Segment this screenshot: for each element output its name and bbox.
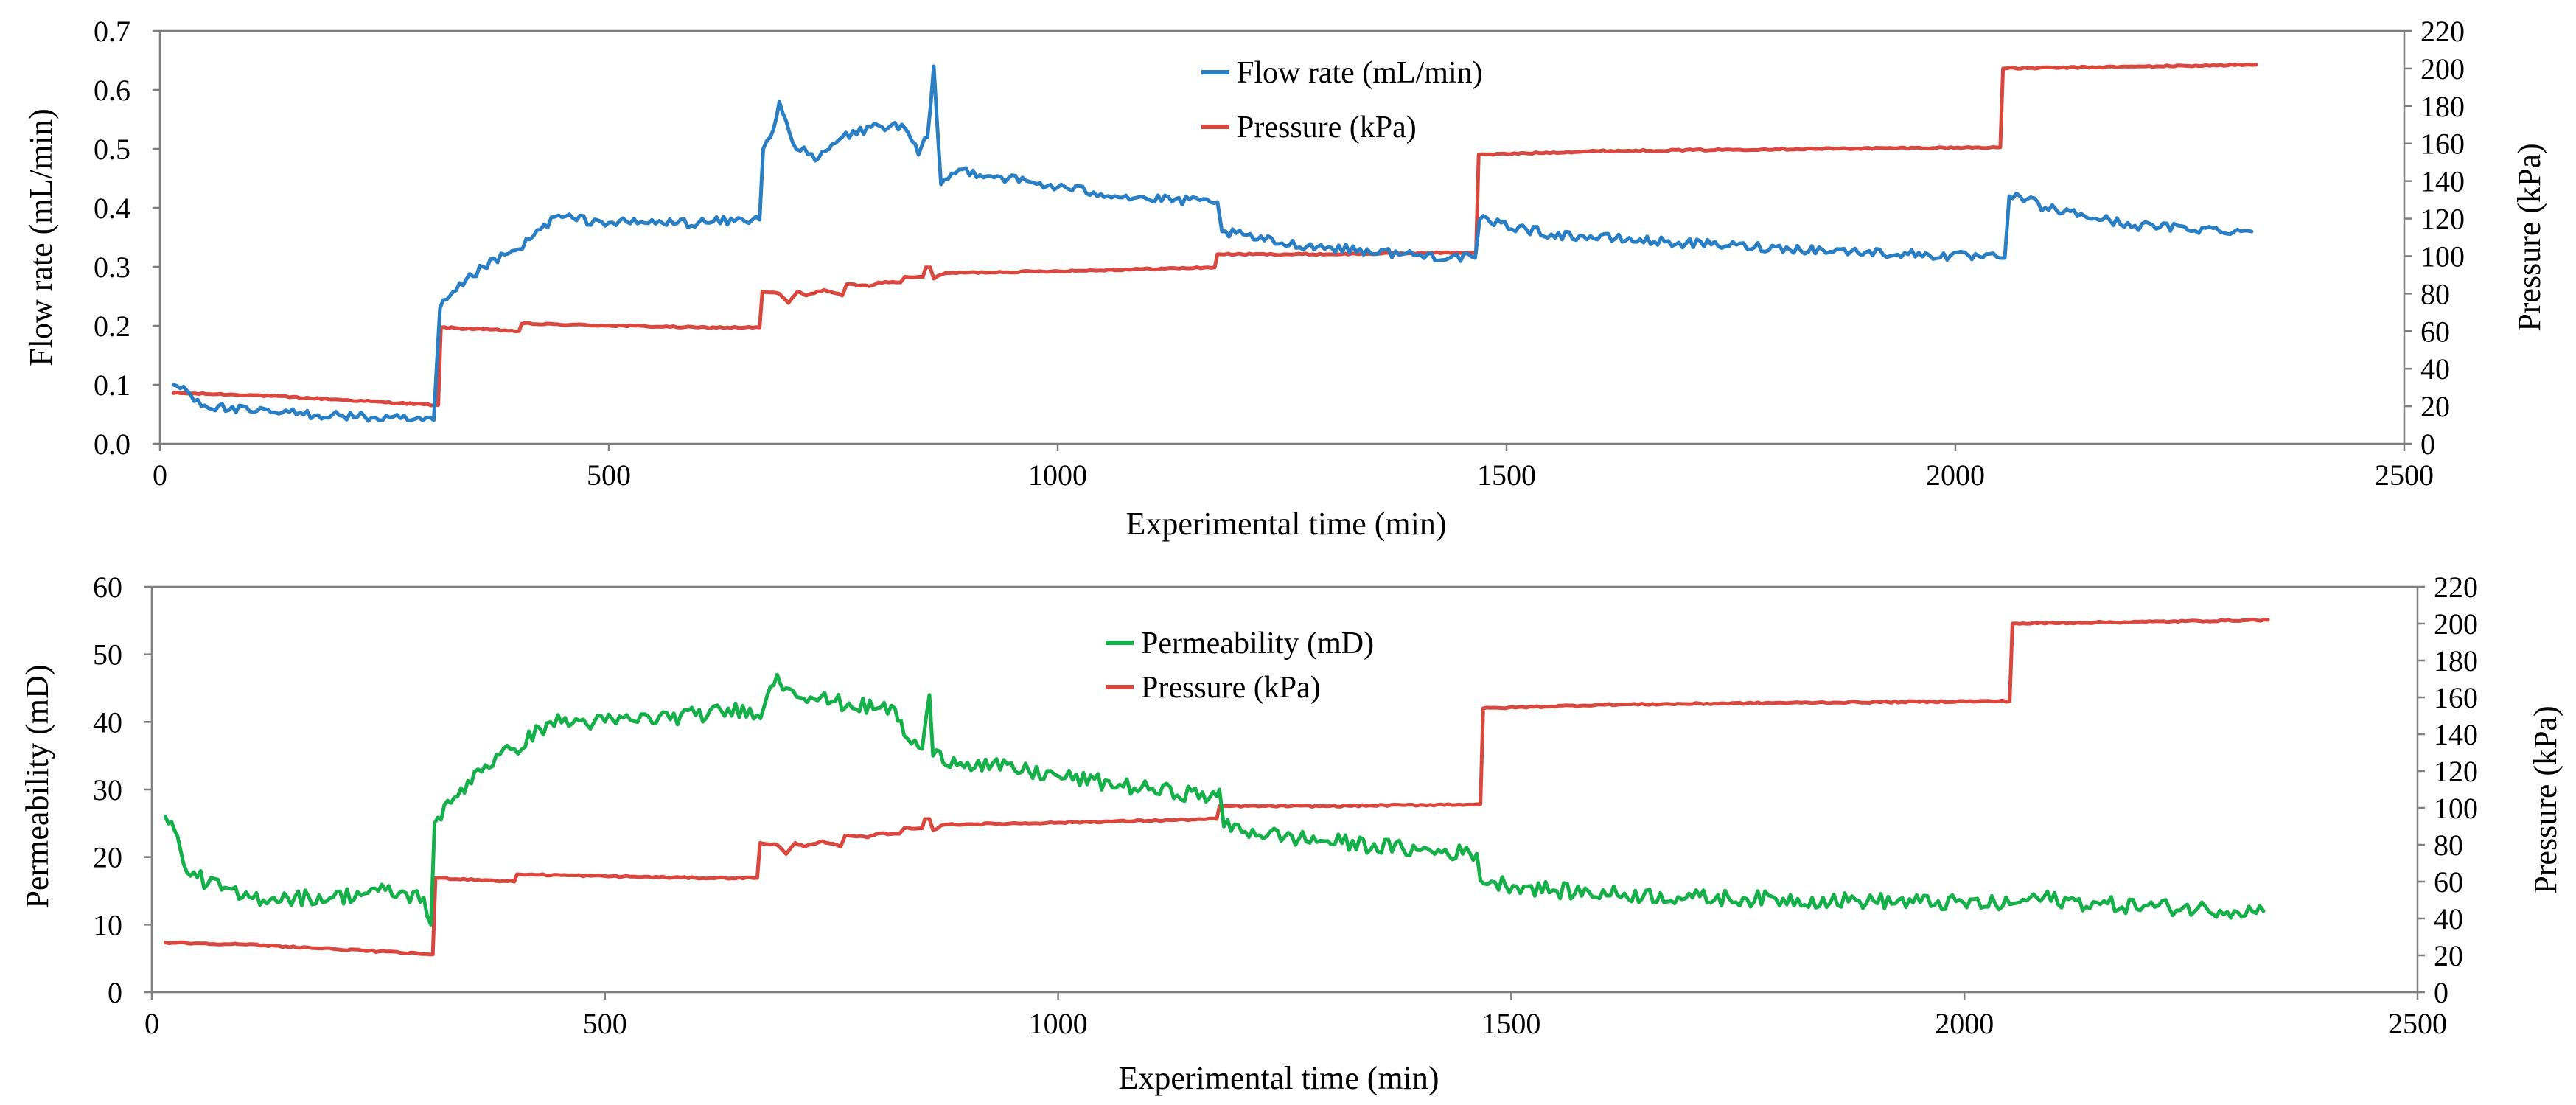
x-tick-label: 0 xyxy=(153,459,167,492)
y-left-tick-label: 0.1 xyxy=(94,369,130,402)
x-axis-title: Experimental time (min) xyxy=(1119,1060,1439,1096)
y-left-tick-label: 0.0 xyxy=(94,428,130,461)
y-right-tick-label: 60 xyxy=(2434,865,2463,899)
y-left-tick-label: 50 xyxy=(93,638,122,672)
x-tick-label: 2000 xyxy=(1935,1007,1994,1040)
x-tick-label: 500 xyxy=(587,459,631,492)
y-right-tick-label: 220 xyxy=(2434,571,2478,604)
y-axis-right-title: Pressure (kPa) xyxy=(2527,705,2563,893)
flow-rate-pressure-chart: 0 500 1000 1500 2000 25000.00.10.20.30.40.50.… xyxy=(23,15,2547,542)
y-left-tick-label: 0.2 xyxy=(94,310,130,343)
y-right-tick-label: 200 xyxy=(2434,607,2478,641)
y-left-tick-label: 10 xyxy=(93,908,122,941)
legend-label-pressure: Pressure (kPa) xyxy=(1237,111,1417,144)
y-left-tick-label: 30 xyxy=(93,773,122,806)
x-tick-label: 2000 xyxy=(1926,459,1985,492)
y-left-tick-label: 0 xyxy=(108,976,122,1009)
legend-label-pressure: Pressure (kPa) xyxy=(1141,671,1321,705)
y-axis-left-title: Permeability (mD) xyxy=(19,664,55,908)
y-axis-right-title: Pressure (kPa) xyxy=(2511,143,2547,331)
x-tick-label: 1500 xyxy=(1477,459,1536,492)
x-tick-label: 2500 xyxy=(2375,459,2434,492)
y-right-tick-label: 80 xyxy=(2420,277,2450,310)
legend-label-permeability: Permeability (mD) xyxy=(1141,627,1374,660)
y-right-tick-label: 0 xyxy=(2434,976,2448,1009)
y-right-tick-label: 140 xyxy=(2420,165,2465,198)
x-tick-label: 1000 xyxy=(1029,1007,1088,1040)
series-line-flow-rate xyxy=(171,64,2254,423)
y-left-tick-label: 40 xyxy=(93,705,122,739)
legend: Permeability (mD) Pressure (kPa) xyxy=(1106,627,1374,705)
y-left-tick-label: 0.4 xyxy=(94,192,130,225)
y-right-tick-label: 160 xyxy=(2434,681,2478,714)
y-left-tick-label: 0.5 xyxy=(94,133,130,166)
x-tick-label: 2500 xyxy=(2388,1007,2447,1040)
x-tick-label: 0 xyxy=(144,1007,159,1040)
y-right-tick-label: 80 xyxy=(2434,829,2463,862)
y-right-tick-label: 40 xyxy=(2434,902,2463,935)
y-right-tick-label: 140 xyxy=(2434,718,2478,751)
y-right-tick-label: 220 xyxy=(2420,15,2465,48)
y-right-tick-label: 100 xyxy=(2434,792,2478,825)
y-right-tick-label: 20 xyxy=(2434,939,2463,972)
x-axis-title: Experimental time (min) xyxy=(1126,506,1447,542)
legend-label-flow-rate: Flow rate (mL/min) xyxy=(1237,56,1483,90)
y-right-tick-label: 200 xyxy=(2420,52,2465,86)
y-right-tick-label: 100 xyxy=(2420,240,2465,273)
y-right-tick-label: 40 xyxy=(2420,352,2450,386)
y-right-tick-label: 120 xyxy=(2420,203,2465,236)
y-left-tick-label: 0.3 xyxy=(94,251,130,284)
series-line-permeability xyxy=(163,672,2266,927)
y-right-tick-label: 180 xyxy=(2434,644,2478,677)
y-right-tick-label: 120 xyxy=(2434,755,2478,788)
y-left-tick-label: 0.7 xyxy=(94,15,130,48)
x-tick-label: 1000 xyxy=(1028,459,1087,492)
y-left-tick-label: 0.6 xyxy=(94,74,130,107)
y-left-tick-label: 20 xyxy=(93,841,122,874)
y-right-tick-label: 60 xyxy=(2420,315,2450,348)
series-line-pressure xyxy=(163,618,2270,957)
x-tick-label: 500 xyxy=(583,1007,627,1040)
series-line-pressure xyxy=(171,62,2258,408)
y-right-tick-label: 160 xyxy=(2420,128,2465,161)
y-right-tick-label: 0 xyxy=(2420,428,2435,461)
y-right-tick-label: 20 xyxy=(2420,390,2450,423)
legend: Flow rate (mL/min) Pressure (kPa) xyxy=(1201,56,1483,144)
x-tick-label: 1500 xyxy=(1481,1007,1540,1040)
y-left-tick-label: 60 xyxy=(93,571,122,604)
y-axis-left-title: Flow rate (mL/min) xyxy=(23,108,59,366)
y-right-tick-label: 180 xyxy=(2420,90,2465,123)
permeability-pressure-chart: 0 500 1000 1500 2000 250001020304050600204060… xyxy=(19,571,2563,1096)
